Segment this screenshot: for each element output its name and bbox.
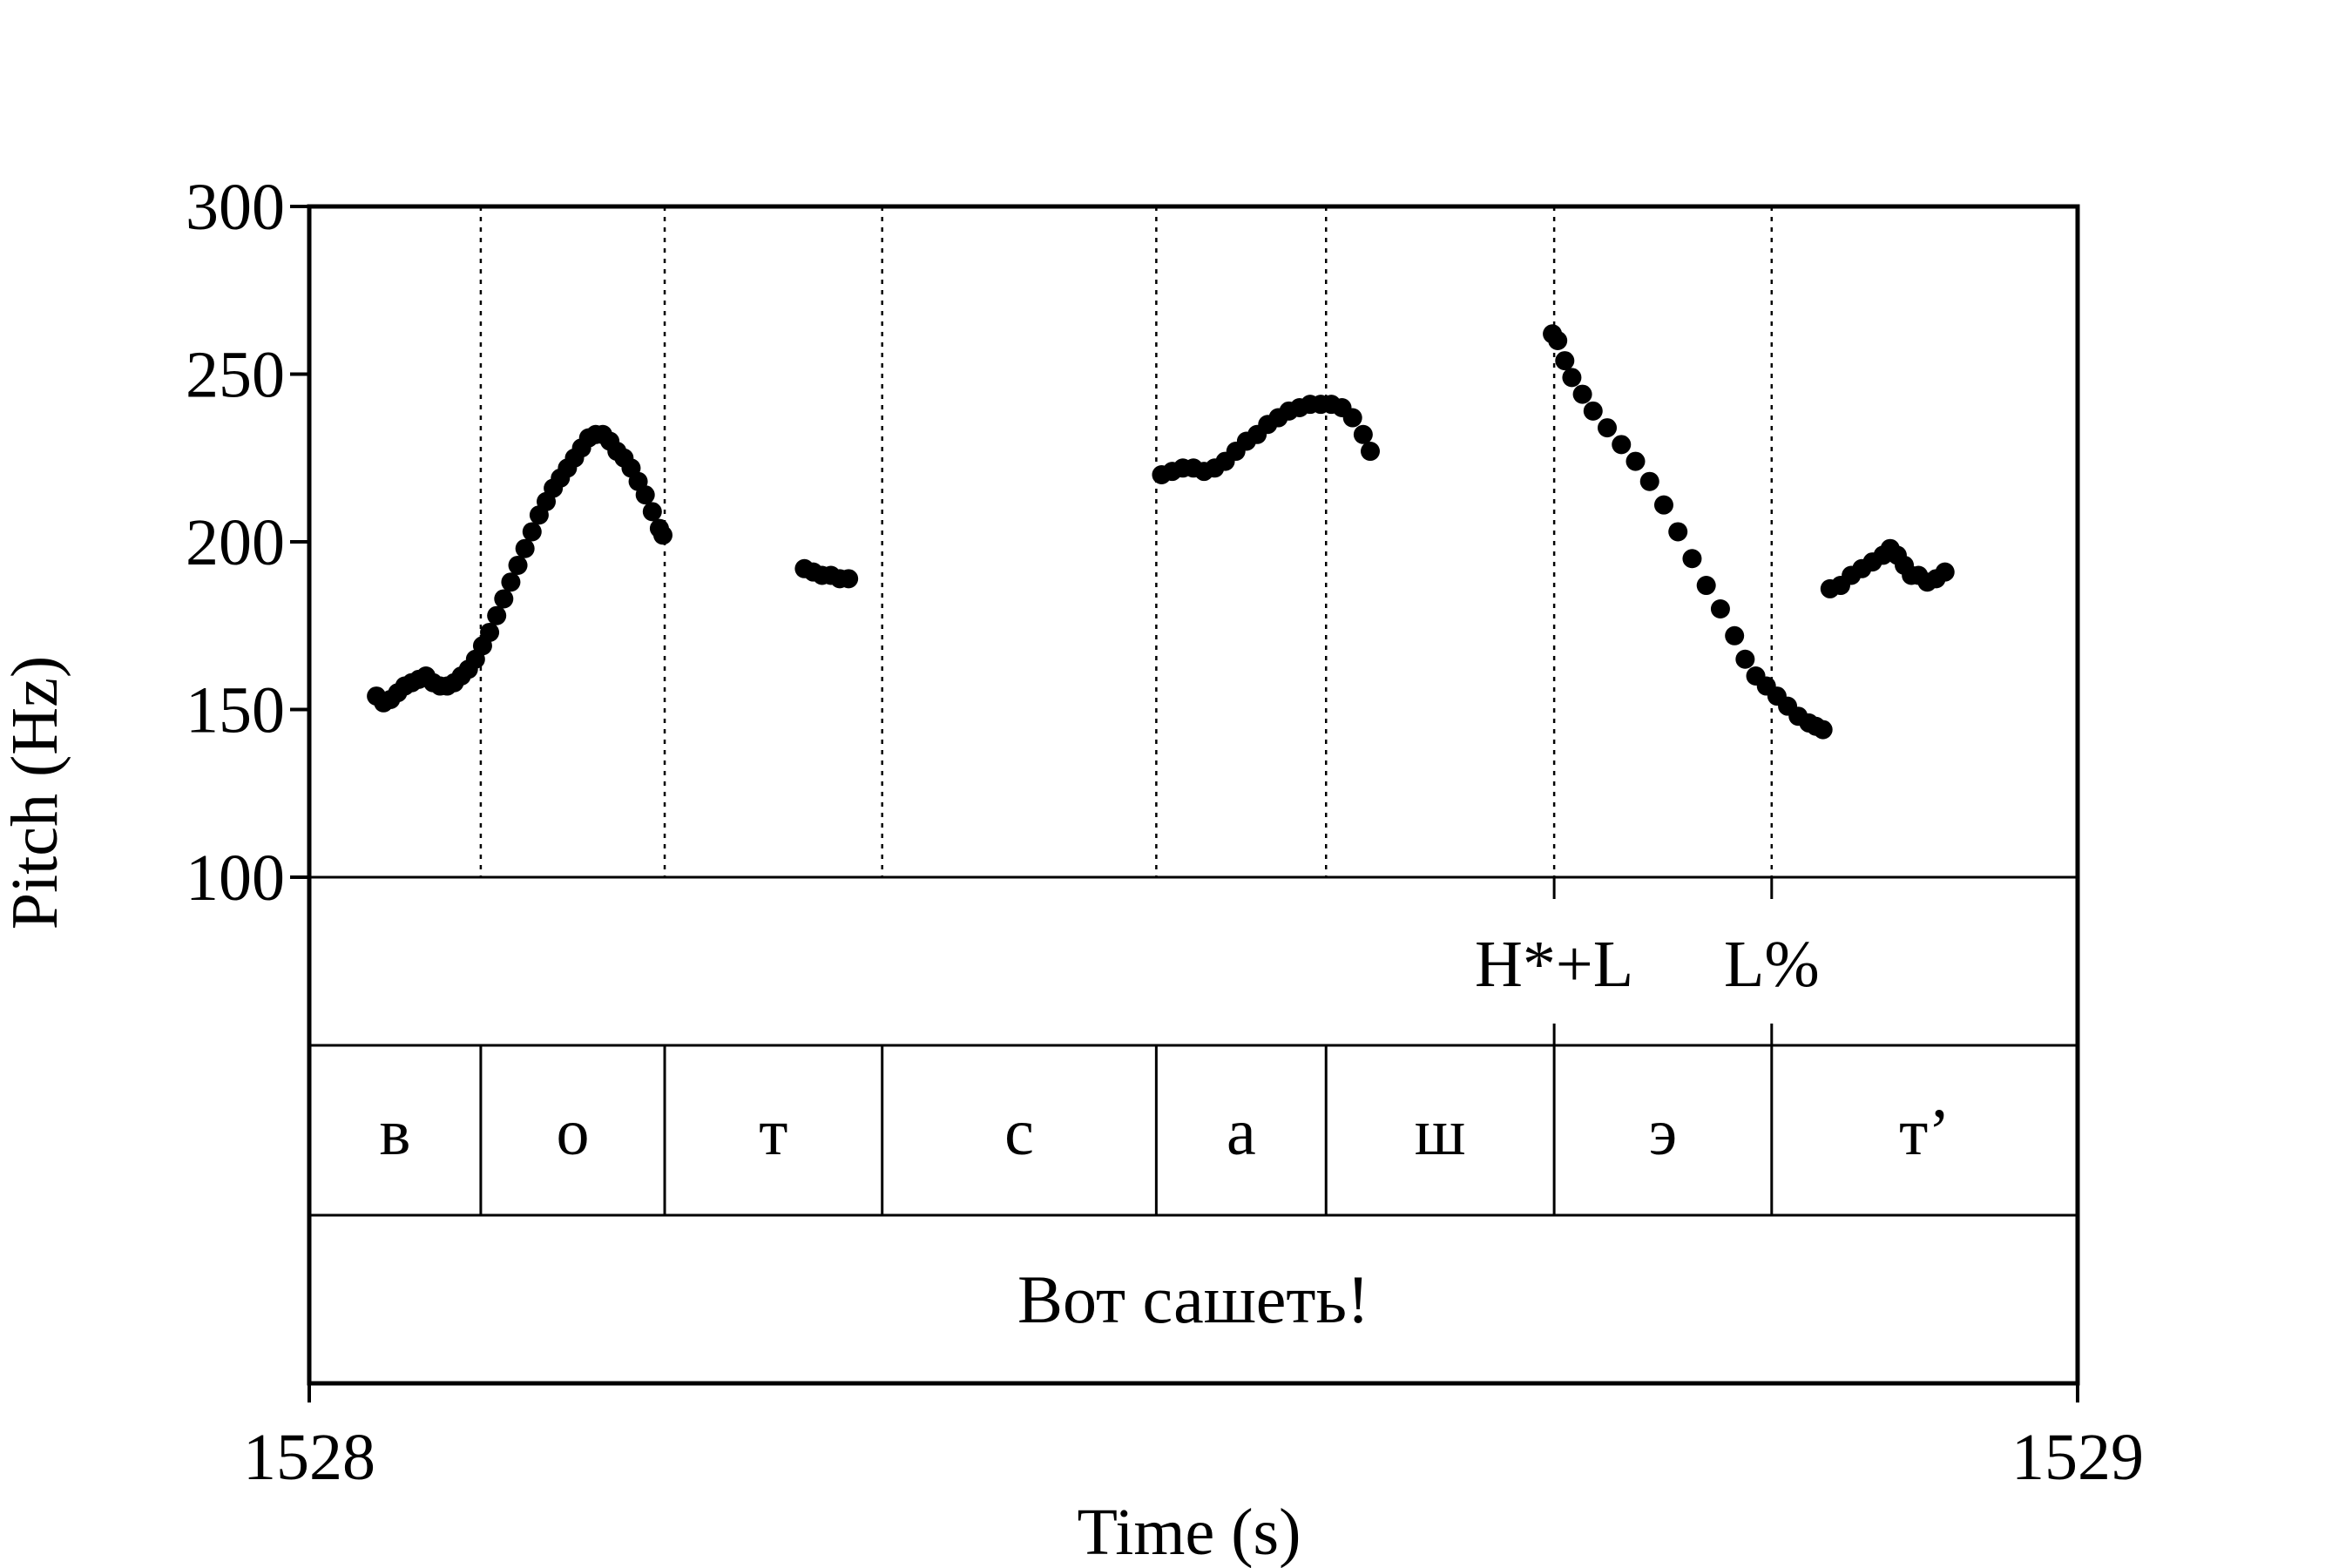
plot-layer	[367, 206, 1955, 877]
segment-label: с	[1004, 1096, 1034, 1169]
segment-label: о	[556, 1096, 589, 1169]
pitch-point	[522, 522, 542, 542]
pitch-point	[1612, 435, 1632, 455]
pitch-point	[1598, 418, 1618, 438]
pitch-point	[487, 605, 507, 625]
axes: 100 150 200 250 300 1528 1529	[186, 171, 2144, 1494]
segment-label: т	[759, 1096, 787, 1169]
y-tick-label: 100	[186, 841, 285, 915]
segment-label: в	[380, 1096, 411, 1169]
x-tick-label: 1529	[2011, 1421, 2144, 1494]
pitch-point	[1555, 351, 1575, 371]
pitch-point	[1682, 549, 1702, 569]
x-axis-title: Time (s)	[1078, 1496, 1301, 1568]
pitch-point	[1572, 384, 1592, 404]
pitch-point	[1668, 522, 1688, 542]
pitch-point	[1353, 424, 1373, 444]
segment-label: ш	[1415, 1096, 1466, 1169]
annotation-tiers: H*+L L% в о т с а ш э т’ Вот сашеть!	[309, 875, 2078, 1337]
y-tick-label: 200	[186, 506, 285, 579]
pitch-point	[1562, 368, 1582, 388]
tone-label: H*+L	[1475, 928, 1633, 1001]
pitch-point	[1342, 408, 1362, 428]
pitch-point	[508, 555, 528, 575]
tone-label: L%	[1724, 928, 1820, 1001]
pitch-point	[480, 622, 500, 642]
pitch-point	[635, 485, 655, 505]
pitch-point	[1548, 331, 1568, 350]
y-axis-title: Pitch (Hz)	[0, 656, 71, 929]
segment-label: т’	[1899, 1096, 1950, 1169]
pitch-point	[1735, 649, 1755, 669]
segment-label: а	[1227, 1096, 1256, 1169]
y-tick-label: 300	[186, 171, 285, 244]
pitch-point	[1625, 451, 1646, 471]
y-tick-label: 250	[186, 339, 285, 412]
pitch-point	[1725, 625, 1745, 645]
pitch-point	[494, 589, 514, 609]
pitch-point	[1813, 720, 1833, 740]
pitch-point	[515, 538, 535, 558]
pitch-point	[501, 572, 521, 592]
sentence-label: Вот сашеть!	[1017, 1261, 1369, 1337]
pitch-point	[1653, 495, 1673, 515]
pitch-point	[839, 569, 859, 589]
segment-label: э	[1649, 1096, 1678, 1169]
pitch-point	[1583, 401, 1603, 421]
pitch-point	[1696, 576, 1716, 596]
pitch-point	[1935, 562, 1955, 582]
x-tick-label: 1528	[243, 1421, 375, 1494]
pitch-point	[653, 525, 672, 545]
pitch-point	[642, 502, 662, 522]
y-tick-label: 150	[186, 674, 285, 747]
pitch-point	[1710, 599, 1730, 618]
pitch-point	[1639, 471, 1659, 491]
pitch-point	[1361, 442, 1380, 462]
plot-frame	[307, 204, 2080, 1386]
